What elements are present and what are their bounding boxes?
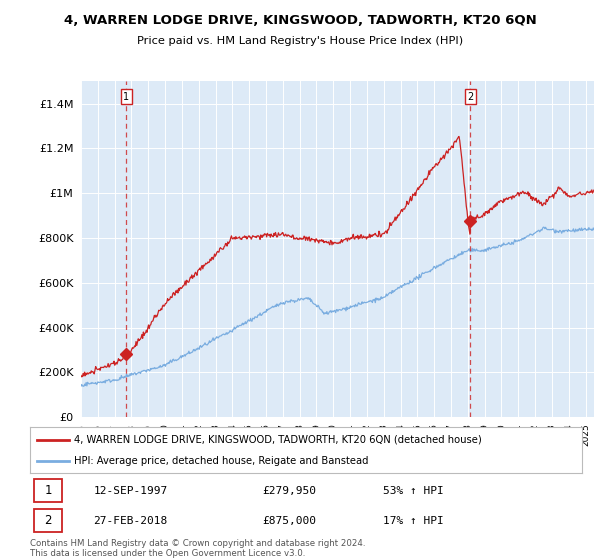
Text: HPI: Average price, detached house, Reigate and Banstead: HPI: Average price, detached house, Reig… (74, 456, 368, 466)
FancyBboxPatch shape (34, 479, 62, 502)
Text: 4, WARREN LODGE DRIVE, KINGSWOOD, TADWORTH, KT20 6QN: 4, WARREN LODGE DRIVE, KINGSWOOD, TADWOR… (64, 14, 536, 27)
Text: 53% ↑ HPI: 53% ↑ HPI (383, 486, 444, 496)
Text: 27-FEB-2018: 27-FEB-2018 (94, 516, 168, 526)
Text: £279,950: £279,950 (262, 486, 316, 496)
FancyBboxPatch shape (34, 509, 62, 533)
Text: £875,000: £875,000 (262, 516, 316, 526)
Text: 1: 1 (44, 484, 52, 497)
Text: 12-SEP-1997: 12-SEP-1997 (94, 486, 168, 496)
Text: 2: 2 (44, 514, 52, 528)
Text: 4, WARREN LODGE DRIVE, KINGSWOOD, TADWORTH, KT20 6QN (detached house): 4, WARREN LODGE DRIVE, KINGSWOOD, TADWOR… (74, 435, 482, 445)
Text: Contains HM Land Registry data © Crown copyright and database right 2024.
This d: Contains HM Land Registry data © Crown c… (30, 539, 365, 558)
Text: 2: 2 (467, 92, 473, 102)
Text: Price paid vs. HM Land Registry's House Price Index (HPI): Price paid vs. HM Land Registry's House … (137, 36, 463, 46)
Text: 1: 1 (124, 92, 130, 102)
Text: 17% ↑ HPI: 17% ↑ HPI (383, 516, 444, 526)
